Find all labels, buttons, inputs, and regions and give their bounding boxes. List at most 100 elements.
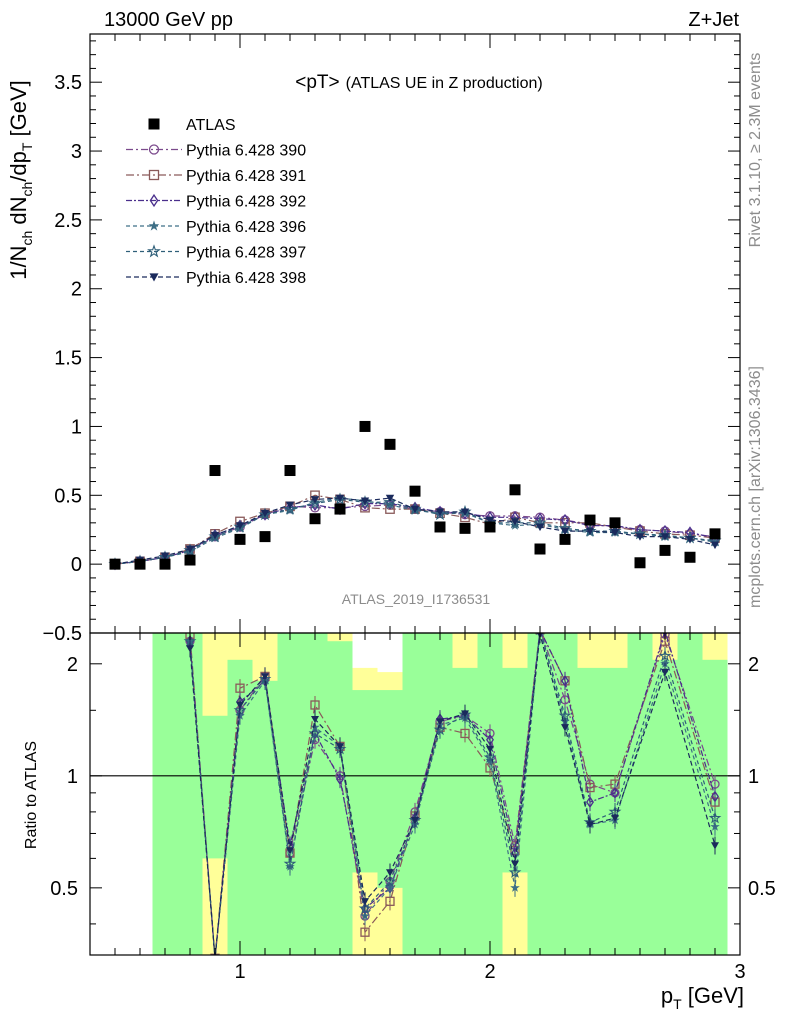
mc-point xyxy=(285,501,295,510)
ratio-point xyxy=(711,842,719,850)
atlas-point xyxy=(159,558,171,570)
ratio-point xyxy=(561,724,569,732)
ratio-point xyxy=(386,869,394,877)
ratio-ytick-label-right: 0.5 xyxy=(748,878,776,900)
energy-label: 13000 GeV pp xyxy=(104,9,233,31)
ratio-point xyxy=(508,865,522,878)
atlas-point xyxy=(484,521,496,533)
atlas-point xyxy=(334,503,346,515)
ratio-point xyxy=(261,673,269,681)
ratio-y-axis-label: Ratio to ATLAS xyxy=(23,741,40,849)
green-band-19 xyxy=(677,633,703,955)
ratio-point xyxy=(510,882,520,892)
atlas-point xyxy=(684,551,696,563)
ratio-point xyxy=(661,668,669,677)
ratio-point xyxy=(236,701,244,710)
green-band-17 xyxy=(627,633,653,955)
ratio-point xyxy=(586,821,594,829)
atlas-point xyxy=(634,557,646,569)
mcplots-label: mcplots.cern.ch [arXiv:1306.3436] xyxy=(747,366,764,608)
green-band-8 xyxy=(352,690,378,873)
legend-marker xyxy=(148,169,160,181)
ratio-point xyxy=(286,847,294,855)
ratio-point xyxy=(483,750,497,763)
mc-point xyxy=(160,552,170,561)
mc-point xyxy=(410,505,420,514)
mc-point xyxy=(308,496,322,510)
legend-entry-atlas: ATLAS xyxy=(148,117,236,134)
atlas-point xyxy=(609,517,621,529)
xtick-label: 2 xyxy=(484,961,495,983)
ratio-line-1 xyxy=(189,633,716,955)
main-ytick-label: 2 xyxy=(71,279,82,301)
mc-point xyxy=(560,527,570,536)
main-y-axis-label: 1/Nch dNch/dpT [GeV] xyxy=(6,80,35,280)
atlas-point xyxy=(109,558,121,570)
green-band-4 xyxy=(252,680,278,955)
atlas-point xyxy=(359,420,371,432)
atlas-point xyxy=(134,558,146,570)
legend-marker xyxy=(148,220,160,231)
mc-point xyxy=(210,531,220,540)
ratio-point xyxy=(486,745,494,754)
ratio-point xyxy=(586,796,594,809)
mc-point xyxy=(435,508,445,517)
green-band-16 xyxy=(577,667,628,955)
main-ytick-label: 3 xyxy=(71,141,82,163)
mc-series-4 xyxy=(108,492,722,570)
rivet-label: Rivet 3.1.10, ≥ 2.3M events xyxy=(747,53,764,248)
ratio-point xyxy=(436,718,444,726)
ratio-ytick-label-right: 1 xyxy=(748,766,759,788)
atlas-point xyxy=(259,531,271,543)
mc-point xyxy=(360,497,370,506)
mc-point xyxy=(485,516,495,525)
legend-label: Pythia 6.428 391 xyxy=(186,168,306,185)
legend-atlas-label: ATLAS xyxy=(186,117,236,134)
ratio-ytick-label-right: 2 xyxy=(748,654,759,676)
legend-entry-0: Pythia 6.428 390 xyxy=(126,143,306,160)
atlas-point xyxy=(459,522,471,534)
main-ytick-label: −0.5 xyxy=(43,623,82,645)
atlas-point xyxy=(534,543,546,555)
ratio-point xyxy=(235,683,245,693)
mc-point xyxy=(185,545,195,554)
main-ytick-label: 3.5 xyxy=(54,72,82,94)
mc-point xyxy=(385,494,395,503)
legend-entry-4: Pythia 6.428 397 xyxy=(126,244,306,262)
ratio-point xyxy=(211,955,219,962)
mc-series-5 xyxy=(110,494,720,569)
ratio-point xyxy=(385,896,395,906)
ratio-point xyxy=(383,874,397,887)
main-ytick-label: 1.5 xyxy=(54,348,82,370)
ratio-point xyxy=(433,723,447,736)
mc-point xyxy=(235,522,245,530)
mc-point xyxy=(285,505,295,515)
ratio-point xyxy=(360,927,370,937)
ratio-point xyxy=(558,709,572,722)
ratio-line-4 xyxy=(189,633,716,955)
ratio-point xyxy=(561,674,569,687)
ratio-point xyxy=(461,710,469,718)
green-band-18 xyxy=(652,659,678,955)
legend-entry-2: Pythia 6.428 392 xyxy=(126,194,306,211)
xtick-label: 1 xyxy=(234,961,245,983)
ratio-ytick-label: 0.5 xyxy=(50,878,78,900)
legend: ATLAS Pythia 6.428 390 Pythia 6.428 391 Pyt… xyxy=(126,117,306,287)
mc-point xyxy=(510,518,520,526)
green-band-6 xyxy=(302,633,328,955)
legend-marker xyxy=(147,244,161,258)
ratio-point xyxy=(708,811,722,824)
mc-point xyxy=(260,509,270,518)
ratio-uncertainty-bands xyxy=(90,633,740,955)
legend-entry-3: Pythia 6.428 396 xyxy=(126,219,306,236)
legend-label: Pythia 6.428 398 xyxy=(186,270,306,287)
mc-point xyxy=(660,533,670,541)
mc-point xyxy=(310,496,320,504)
main-series xyxy=(108,420,722,571)
atlas-point xyxy=(234,533,246,545)
ratio-point xyxy=(658,649,672,662)
green-band-11 xyxy=(427,633,453,955)
legend-marker xyxy=(149,193,159,208)
ratio-point xyxy=(711,790,719,803)
green-band-1 xyxy=(152,633,203,955)
